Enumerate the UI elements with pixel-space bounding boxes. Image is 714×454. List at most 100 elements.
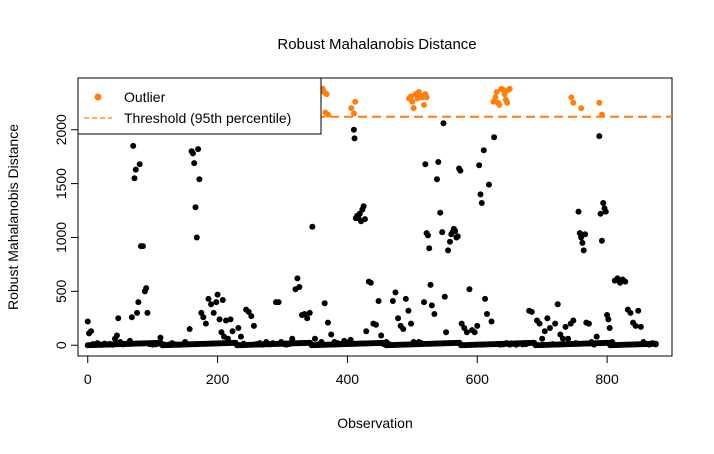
data-point	[214, 291, 221, 298]
outlier-point	[324, 111, 331, 118]
data-point	[378, 332, 385, 339]
outlier-point	[408, 93, 415, 100]
outlier-point	[350, 110, 357, 117]
data-point	[144, 309, 151, 316]
data-point	[593, 333, 600, 340]
data-point	[485, 181, 492, 188]
data-point	[131, 175, 138, 182]
data-point	[405, 307, 412, 314]
data-point	[552, 320, 559, 327]
outlier-point	[493, 89, 500, 96]
data-point	[132, 166, 139, 173]
data-point	[356, 210, 363, 217]
outlier-point	[421, 101, 428, 108]
data-point	[402, 295, 409, 302]
y-tick-label: 2000	[53, 114, 69, 145]
x-tick-label: 600	[466, 371, 490, 387]
data-point	[539, 335, 546, 342]
legend-label-threshold: Threshold (95th percentile)	[124, 110, 291, 126]
data-point	[309, 223, 316, 230]
data-point	[363, 328, 370, 335]
outlier-point	[568, 94, 575, 101]
data-point	[457, 167, 464, 174]
data-point	[227, 316, 234, 323]
x-tick-label: 0	[84, 371, 92, 387]
y-tick-label: 1500	[53, 168, 69, 199]
data-point	[452, 228, 459, 235]
legend-label-outlier: Outlier	[124, 89, 166, 105]
data-point	[360, 203, 367, 210]
data-point	[87, 328, 94, 335]
outlier-point	[596, 99, 603, 106]
points-layer	[84, 85, 659, 349]
outlier-point	[323, 91, 330, 98]
data-point	[632, 322, 639, 329]
data-point	[637, 323, 644, 330]
outlier-point	[352, 98, 359, 105]
outlier-point	[501, 91, 508, 98]
legend-box	[77, 77, 322, 135]
y-axis-title: Robust Mahalanobis Distance	[5, 124, 21, 310]
data-point	[570, 317, 577, 324]
data-point	[445, 247, 452, 254]
data-point	[84, 318, 91, 325]
data-point	[424, 232, 431, 239]
data-point	[130, 142, 137, 149]
data-point	[476, 162, 483, 169]
data-point	[427, 281, 434, 288]
data-point	[483, 310, 490, 317]
data-point	[191, 160, 198, 167]
chart-title: Robust Mahalanobis Distance	[277, 36, 476, 53]
data-point	[421, 299, 428, 306]
data-point	[440, 120, 447, 127]
outlier-point	[409, 98, 416, 105]
data-point	[296, 284, 303, 291]
data-point	[426, 245, 433, 252]
data-point	[395, 315, 402, 322]
data-point	[351, 135, 358, 142]
data-point	[136, 161, 143, 168]
data-point	[195, 146, 202, 153]
data-point	[598, 237, 605, 244]
data-point	[389, 298, 396, 305]
outlier-point	[504, 99, 511, 106]
data-point	[361, 216, 368, 223]
data-point	[213, 299, 220, 306]
data-point	[139, 243, 146, 250]
legend-outlier-marker	[94, 93, 102, 101]
data-point	[218, 329, 225, 336]
data-point	[600, 199, 607, 206]
data-point	[210, 309, 217, 316]
y-tick-label: 0	[53, 341, 69, 349]
data-point	[248, 313, 255, 320]
data-point	[311, 335, 318, 342]
data-point	[461, 324, 468, 331]
data-point	[250, 322, 257, 329]
data-point	[400, 326, 407, 333]
data-point	[216, 316, 223, 323]
data-point	[478, 199, 485, 206]
data-point	[200, 314, 207, 321]
data-point	[205, 295, 212, 302]
data-point	[546, 324, 553, 331]
outlier-point	[496, 101, 503, 108]
x-axis-title: Observation	[337, 415, 412, 431]
data-point	[437, 209, 444, 216]
x-tick-label: 800	[595, 371, 619, 387]
data-point	[488, 318, 495, 325]
data-point	[324, 319, 331, 326]
data-point	[466, 286, 473, 293]
data-point	[301, 310, 308, 317]
y-tick-label: 500	[53, 279, 69, 303]
data-point	[304, 315, 311, 322]
data-point	[193, 234, 200, 241]
data-point	[192, 204, 199, 211]
data-point	[528, 308, 535, 315]
outlier-point	[570, 99, 577, 106]
data-point	[435, 159, 442, 166]
data-point	[596, 133, 603, 140]
data-point	[602, 208, 609, 215]
data-point	[441, 293, 448, 300]
data-point	[219, 296, 226, 303]
